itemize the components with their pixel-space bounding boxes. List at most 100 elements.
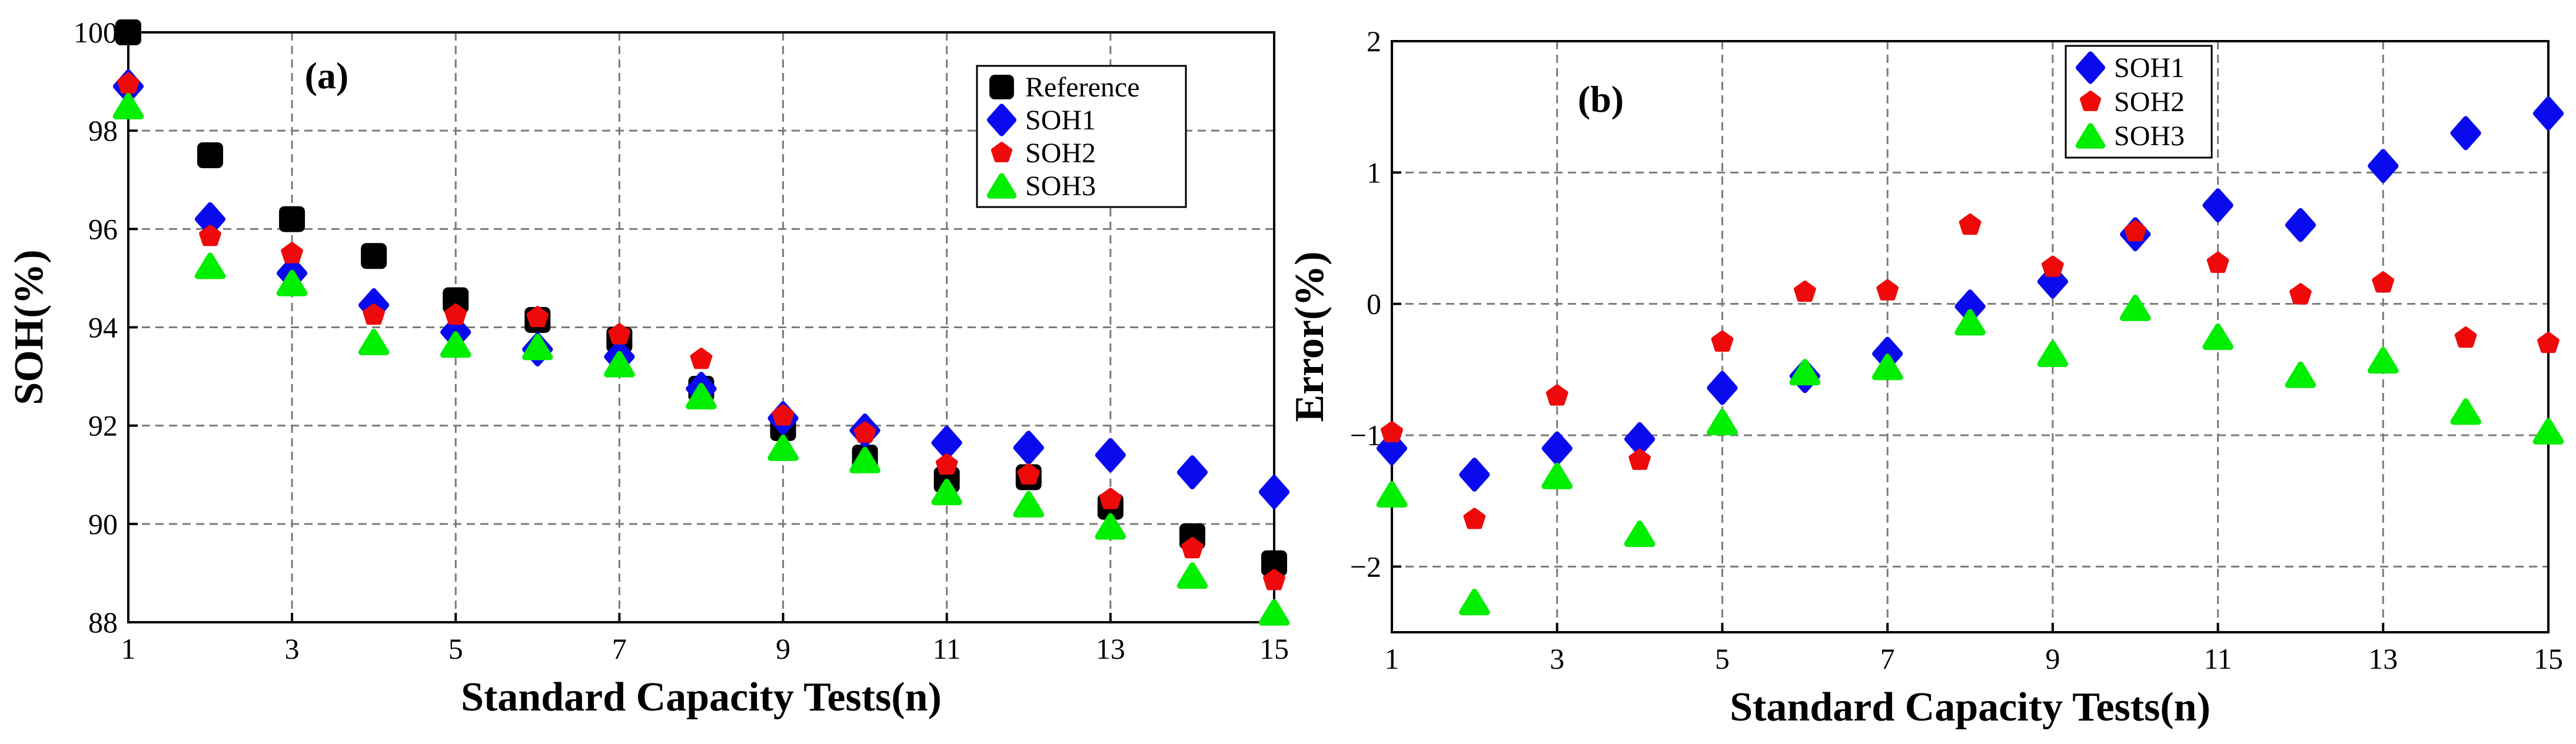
series-soh2 (1381, 213, 2560, 529)
x-tick-label: 13 (1096, 632, 1125, 665)
point-soh2 (690, 348, 713, 369)
point-soh3 (686, 383, 717, 409)
x-tick-label: 1 (121, 632, 136, 665)
point-soh2 (1959, 213, 1982, 235)
point-soh3 (2368, 347, 2399, 374)
point-soh3 (2450, 398, 2481, 425)
point-soh1 (931, 426, 962, 460)
point-soh1 (2202, 188, 2233, 223)
point-soh2 (1263, 569, 1285, 590)
point-soh2 (1793, 280, 1816, 302)
point-reference (197, 142, 224, 168)
point-soh3 (1176, 562, 1208, 589)
y-axis-label: Error(%) (1287, 251, 1332, 422)
panel-label: (a) (305, 55, 349, 96)
point-reference (361, 243, 387, 269)
point-soh3 (1541, 462, 1573, 489)
point-soh2 (2042, 255, 2064, 277)
point-soh2 (1017, 463, 1040, 485)
x-tick-label: 15 (2534, 642, 2563, 675)
point-soh3 (358, 329, 390, 356)
point-soh1 (1176, 455, 1208, 489)
legend-marker-soh1 (986, 104, 1017, 136)
point-soh2 (1181, 537, 1204, 559)
point-soh2 (2206, 251, 2229, 273)
point-reference (443, 287, 469, 313)
point-soh1 (1376, 431, 1408, 466)
legend-marker-soh2 (2079, 91, 2102, 111)
series-soh3 (112, 92, 1290, 626)
y-tick-label: 94 (88, 311, 118, 344)
legend-marker-soh3 (986, 173, 1017, 199)
panel-label: (b) (1578, 78, 1624, 120)
point-soh3 (2202, 323, 2233, 350)
point-soh2 (1381, 421, 1403, 443)
point-soh2 (2289, 283, 2312, 305)
point-reference (279, 206, 305, 232)
point-soh2 (2454, 326, 2477, 348)
series-soh2 (117, 72, 1285, 590)
point-soh3 (931, 479, 962, 505)
point-soh1 (1541, 431, 1573, 466)
point-soh2 (444, 303, 467, 325)
y-tick-label: 90 (88, 508, 118, 541)
x-tick-label: 9 (776, 632, 790, 665)
y-tick-label: 0 (1367, 288, 1381, 321)
plot-frame (1391, 40, 2550, 633)
legend-marker-soh1 (2075, 51, 2106, 84)
point-soh2 (1628, 448, 1651, 470)
legend-label-reference: Reference (1025, 72, 1140, 103)
point-soh3 (440, 331, 471, 358)
y-tick-label: 96 (88, 212, 118, 245)
point-soh1 (2368, 149, 2399, 184)
point-soh1 (1013, 431, 1044, 465)
point-soh3 (1095, 513, 1126, 540)
point-soh3 (1955, 309, 1986, 336)
point-soh2 (1711, 330, 1734, 352)
point-soh2 (281, 242, 303, 263)
point-soh1 (1707, 371, 1738, 405)
point-soh2 (1545, 384, 1568, 406)
y-tick-label: 92 (88, 409, 118, 442)
point-soh2 (1099, 488, 1122, 509)
point-soh3 (849, 446, 880, 473)
point-soh3 (1258, 599, 1290, 626)
x-axis-label: Standard Capacity Tests(n) (1730, 685, 2211, 730)
legend-marker-reference (989, 75, 1014, 99)
y-tick-label: −2 (1350, 550, 1381, 583)
point-soh3 (2037, 341, 2069, 368)
point-soh3 (2285, 361, 2316, 388)
point-soh3 (522, 333, 553, 361)
point-soh2 (2372, 271, 2395, 293)
point-soh3 (276, 269, 308, 296)
legend-label-soh3: SOH3 (1025, 171, 1096, 202)
legend-label-soh2: SOH2 (1025, 138, 1096, 169)
y-tick-label: 100 (74, 16, 118, 49)
x-tick-label: 3 (1550, 642, 1564, 675)
point-soh2 (199, 225, 221, 246)
point-soh3 (1459, 589, 1490, 616)
x-tick-label: 11 (933, 632, 961, 665)
legend-marker-soh2 (990, 142, 1013, 162)
point-soh2 (2537, 332, 2560, 353)
point-soh1 (2450, 116, 2481, 151)
y-axis-label: SOH(%) (6, 249, 52, 405)
point-soh3 (1789, 359, 1821, 386)
x-tick-label: 9 (2045, 642, 2060, 675)
point-soh2 (117, 72, 139, 94)
point-soh3 (604, 351, 635, 378)
y-tick-label: 1 (1367, 156, 1381, 189)
point-soh3 (1872, 353, 1903, 381)
y-tick-label: 2 (1367, 25, 1381, 58)
x-tick-label: 11 (2203, 642, 2232, 675)
y-tick-label: 98 (88, 114, 118, 147)
x-tick-label: 7 (1880, 642, 1895, 675)
x-axis-label: Standard Capacity Tests(n) (461, 675, 942, 720)
point-reference (115, 19, 141, 45)
point-soh3 (2532, 418, 2564, 445)
point-soh2 (363, 303, 385, 325)
y-tick-label: −1 (1350, 419, 1381, 452)
